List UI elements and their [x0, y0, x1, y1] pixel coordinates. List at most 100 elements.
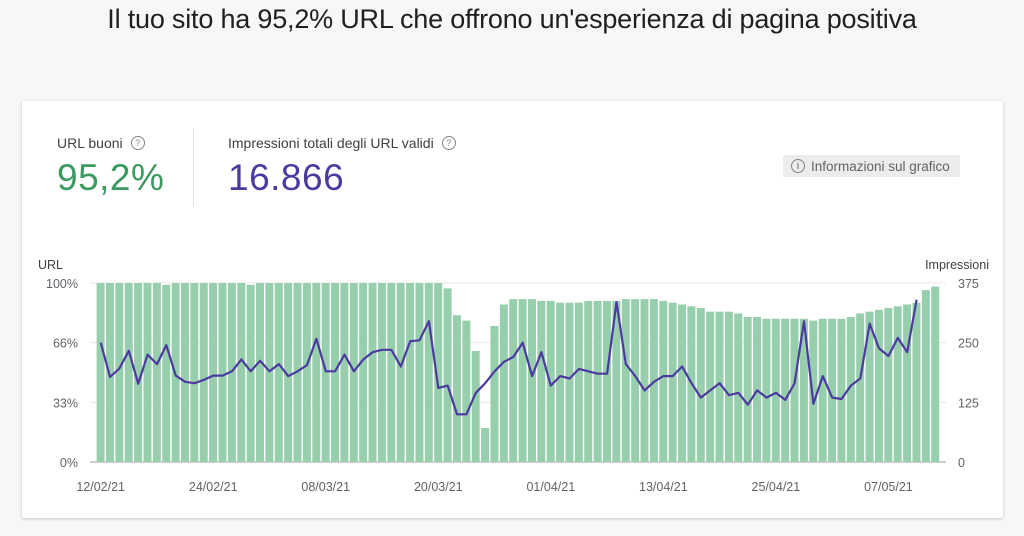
bar[interactable]	[209, 283, 218, 462]
bar[interactable]	[603, 300, 611, 462]
bar[interactable]	[668, 302, 677, 462]
bar[interactable]	[284, 283, 293, 462]
bar[interactable]	[509, 299, 518, 462]
bar[interactable]	[837, 318, 846, 462]
bar[interactable]	[574, 302, 583, 462]
bar[interactable]	[152, 283, 161, 462]
bar[interactable]	[659, 300, 668, 462]
bar[interactable]	[246, 284, 255, 462]
bar[interactable]	[856, 313, 865, 462]
bar[interactable]	[893, 306, 902, 462]
bar[interactable]	[265, 283, 274, 462]
bar[interactable]	[903, 304, 912, 462]
bar[interactable]	[790, 318, 799, 462]
bar[interactable]	[359, 283, 368, 462]
bar[interactable]	[799, 318, 808, 462]
bar[interactable]	[162, 284, 171, 462]
bar[interactable]	[565, 302, 574, 462]
bar[interactable]	[218, 283, 227, 462]
bar[interactable]	[396, 283, 405, 462]
help-icon[interactable]: ?	[441, 136, 456, 150]
bar[interactable]	[537, 300, 546, 462]
bar[interactable]	[443, 288, 452, 462]
bar[interactable]	[349, 283, 358, 462]
left-tick-label: 33%	[53, 396, 78, 410]
bar[interactable]	[312, 283, 321, 462]
bar[interactable]	[340, 283, 349, 462]
bar[interactable]	[612, 300, 621, 462]
bar[interactable]	[181, 283, 189, 462]
bar[interactable]	[649, 299, 658, 462]
bar[interactable]	[921, 290, 930, 462]
left-axis-title: URL	[38, 258, 63, 272]
bar[interactable]	[481, 427, 490, 462]
bar[interactable]	[471, 351, 480, 462]
good-urls-metric: URL buoni ? 95,2%	[57, 135, 164, 199]
bar[interactable]	[321, 283, 330, 462]
bar[interactable]	[631, 299, 640, 462]
bar[interactable]	[518, 299, 527, 462]
bar[interactable]	[621, 299, 630, 462]
bar[interactable]	[377, 283, 386, 462]
bar[interactable]	[818, 318, 827, 462]
bar[interactable]	[434, 283, 443, 462]
bar[interactable]	[593, 300, 602, 462]
bar[interactable]	[706, 311, 715, 462]
x-tick-label: 08/03/21	[301, 480, 350, 494]
help-icon[interactable]: ?	[130, 136, 145, 150]
chart: 100% 375 66% 250 33% 125 0% 0 URL Impressioni 12/0…	[38, 258, 989, 494]
bar[interactable]	[96, 283, 105, 462]
bar[interactable]	[368, 283, 377, 462]
impressions-line[interactable]	[99, 299, 918, 416]
bar[interactable]	[781, 318, 790, 462]
bar[interactable]	[302, 283, 311, 462]
bar[interactable]	[115, 283, 124, 462]
bar[interactable]	[190, 283, 199, 462]
left-tick-label: 0%	[60, 456, 78, 470]
impressions-label: Impressioni totali degli URL validi	[228, 135, 434, 151]
bar[interactable]	[331, 283, 340, 462]
bar[interactable]	[743, 317, 752, 462]
bar[interactable]	[199, 283, 208, 462]
bar[interactable]	[640, 299, 649, 462]
bar[interactable]	[415, 283, 424, 462]
bar[interactable]	[499, 304, 508, 462]
chart-info-button[interactable]: i Informazioni sul grafico	[783, 155, 960, 177]
bar[interactable]	[846, 317, 855, 462]
bar[interactable]	[874, 309, 883, 462]
bar[interactable]	[406, 283, 415, 462]
chart-info-label: Informazioni sul grafico	[811, 158, 950, 174]
bar[interactable]	[124, 283, 133, 462]
bar[interactable]	[527, 299, 536, 462]
bar[interactable]	[556, 302, 565, 462]
bar[interactable]	[490, 325, 499, 462]
right-tick-label: 0	[958, 456, 965, 470]
bar[interactable]	[696, 308, 705, 462]
bar[interactable]	[865, 311, 874, 462]
bar[interactable]	[256, 283, 264, 462]
bar[interactable]	[424, 283, 433, 462]
bar[interactable]	[771, 318, 780, 462]
bar[interactable]	[809, 320, 818, 462]
bar[interactable]	[734, 313, 743, 462]
bar[interactable]	[134, 283, 143, 462]
bar[interactable]	[452, 315, 461, 462]
right-tick-label: 375	[958, 277, 979, 291]
bar[interactable]	[462, 320, 471, 462]
bar[interactable]	[912, 302, 921, 462]
bar[interactable]	[274, 283, 283, 462]
x-tick-label: 25/04/21	[752, 480, 801, 494]
bar[interactable]	[584, 300, 593, 462]
bar[interactable]	[387, 283, 396, 462]
bar[interactable]	[724, 311, 733, 462]
bar[interactable]	[762, 318, 771, 462]
bar[interactable]	[678, 304, 686, 462]
bar[interactable]	[828, 318, 837, 462]
bar[interactable]	[931, 286, 940, 462]
bar[interactable]	[237, 283, 246, 462]
x-tick-label: 20/03/21	[414, 480, 463, 494]
bar[interactable]	[143, 283, 152, 462]
bar[interactable]	[884, 308, 893, 462]
x-tick-label: 07/05/21	[864, 480, 913, 494]
bar[interactable]	[715, 311, 724, 462]
